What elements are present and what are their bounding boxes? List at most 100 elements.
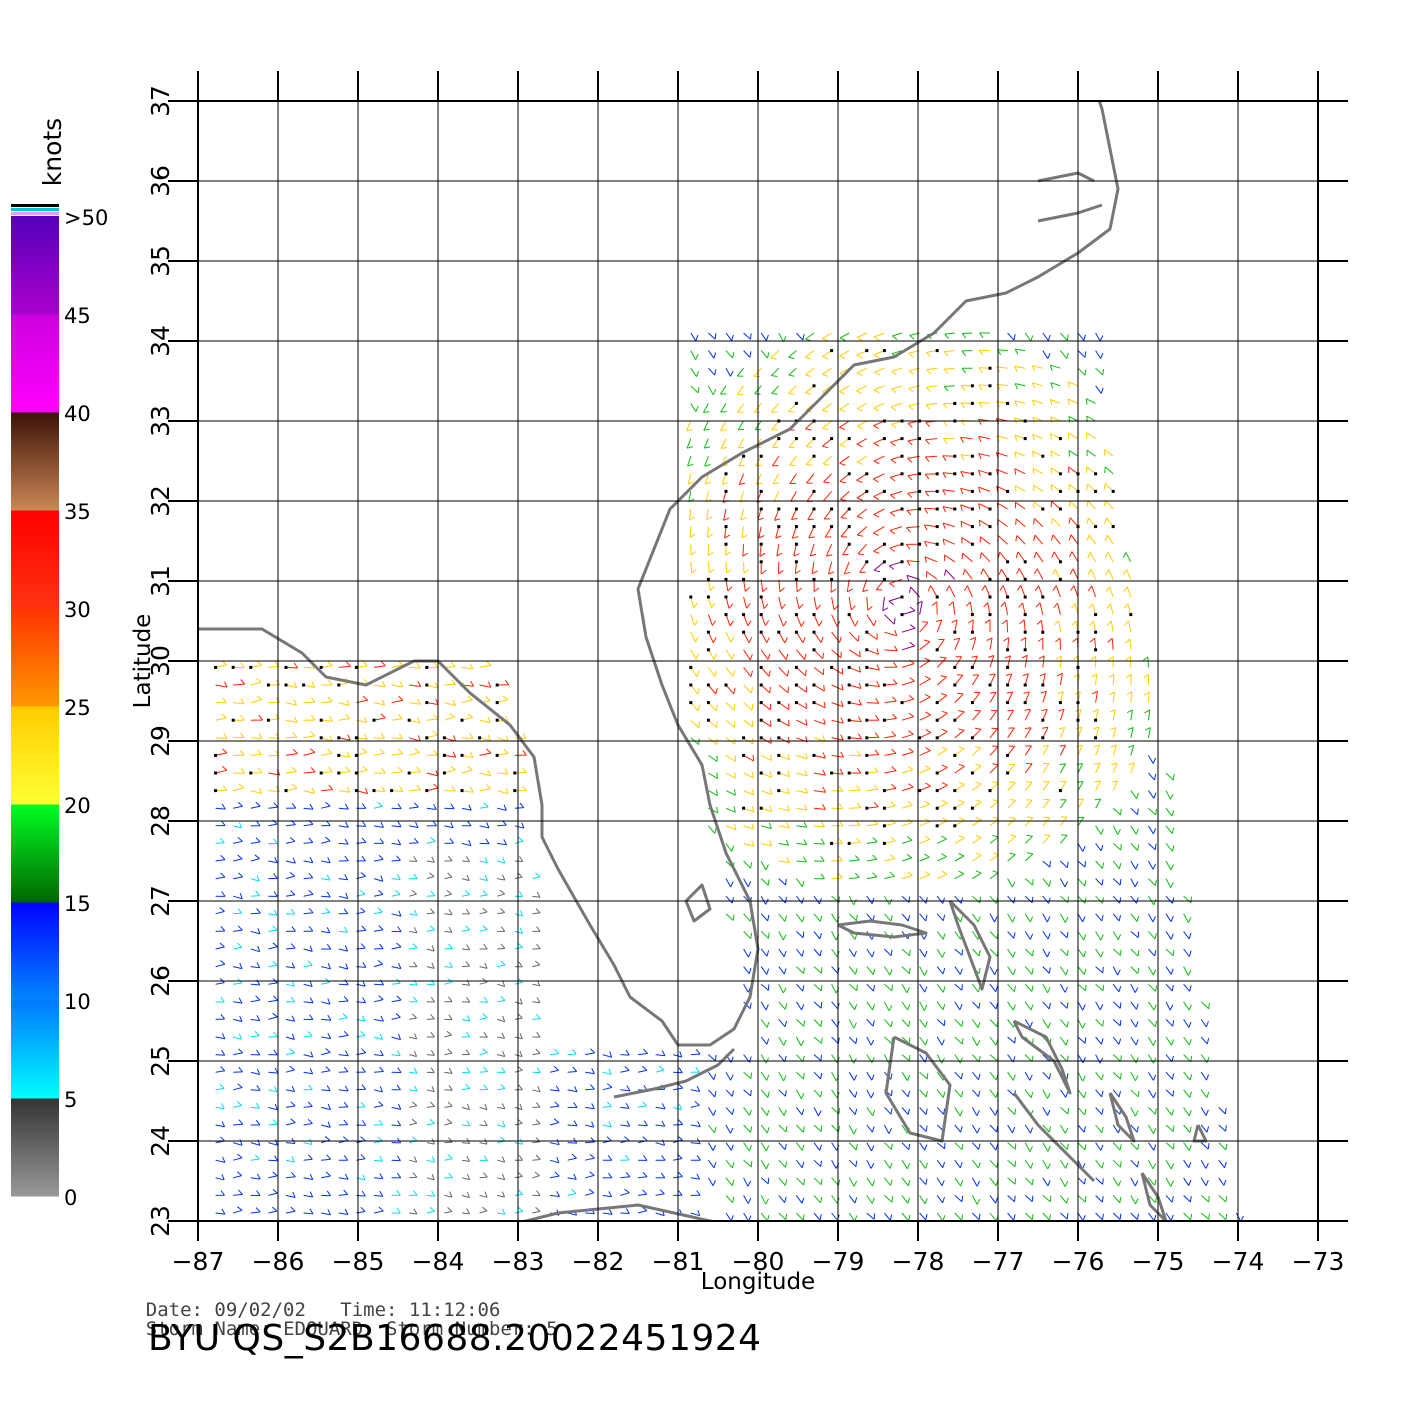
wind-barb-flag [840,356,846,359]
wind-barb [321,1090,330,1091]
wind-barb [1060,1002,1067,1009]
wind-barb [480,773,491,776]
wind-barb-flag [430,1102,434,1106]
wind-barb [761,615,765,626]
wind-barb-flag [1208,1143,1209,1149]
rain-flag-dot [918,736,921,739]
wind-barb-flag [501,961,506,965]
wind-barb [1078,1055,1083,1063]
wind-barb-flag [890,548,895,552]
wind-barb [832,1037,839,1044]
wind-barb-flag [855,1004,857,1010]
wind-barb-flag [750,1003,751,1009]
wind-barb-flag [238,1084,243,1088]
wind-barb [708,1107,713,1115]
wind-barb-flag [1172,1196,1173,1202]
wind-barb-flag [925,801,930,804]
wind-barb-flag [241,663,244,668]
rain-flag-dot [373,719,376,722]
wind-barb-flag [925,872,930,875]
wind-barb [937,750,947,756]
wind-barb [462,1088,470,1089]
wind-barb-flag [1035,569,1038,574]
wind-barb [1078,745,1082,755]
wind-barb [832,878,843,879]
wind-barb-flag [959,853,964,856]
wind-barb [585,1107,594,1108]
wind-barb-flag [962,368,966,373]
wind-barb [1096,984,1104,991]
wind-barb [1060,1195,1066,1203]
wind-barb [216,753,227,756]
wind-barb [339,755,350,757]
wind-barb [1092,586,1096,597]
wind-barb [955,1072,962,1079]
wind-barb [268,965,277,966]
wind-barb [1078,1037,1085,1043]
wind-barb-flag [979,1074,981,1080]
wind-barb [814,632,821,642]
wind-barb [832,1178,839,1186]
wind-barb [990,765,998,773]
wind-barb [796,843,806,844]
wind-barb [839,421,849,427]
wind-barb [1096,386,1102,394]
wind-barb [796,773,807,776]
wind-barb [961,488,973,491]
wind-barb-flag [275,1156,278,1161]
wind-barb [970,602,972,615]
wind-barb [832,1002,838,1009]
wind-barb [321,720,332,721]
rain-flag-dot [883,578,886,581]
wind-barb-flag [980,897,981,903]
wind-barb-flag [537,944,541,949]
wind-barb-flag [926,915,927,921]
wind-barb [1105,467,1113,474]
wind-barb-flag [449,1085,452,1090]
wind-barb [796,931,803,937]
wind-barb [444,1035,451,1037]
wind-barb [744,773,754,778]
wind-barb [1148,1143,1153,1151]
wind-barb-flag [785,916,787,922]
rain-flag-dot [1041,719,1044,722]
wind-barb-flag [961,1126,963,1132]
wind-barb-flag [1154,899,1156,905]
wind-barb-flag [789,720,790,726]
wind-barb [268,914,277,916]
rain-flag-dot [936,349,939,352]
lat-tick-label: 26 [146,965,175,997]
wind-barb [1131,1195,1136,1204]
wind-barb [979,454,990,457]
wind-barb-flag [822,822,825,827]
lat-tick-label: 29 [146,725,175,757]
wind-barb [761,1072,767,1080]
wind-barb-flag [803,932,804,938]
wind-barb-flag [925,457,929,462]
wind-barb-flag [926,1039,928,1045]
wind-barb [867,877,877,879]
wind-barb-flag [1119,1091,1120,1097]
wind-barb-flag [763,588,767,592]
wind-barb [462,667,473,669]
rain-flag-dot [760,543,763,546]
wind-barb [392,1055,401,1056]
wind-barb [1219,1107,1226,1114]
wind-barb [1131,914,1137,922]
wind-barb-flag [1124,570,1127,575]
wind-barb-flag [292,784,297,788]
wind-barb-flag [1054,603,1058,608]
wind-barb [515,808,524,809]
rain-flag-dot [795,684,798,687]
wind-barb-flag [241,680,245,685]
wind-barb-flag [1066,1163,1068,1169]
wind-barb-flag [1105,535,1107,541]
wind-barb-flag [398,661,402,665]
wind-barb [550,1106,559,1107]
wind-barb [743,544,744,556]
wind-barb-flag [1138,809,1139,815]
wind-barb [1060,764,1065,773]
wind-barb-flag [771,412,777,413]
wind-barb [515,1177,523,1178]
wind-barb-flag [1171,969,1173,975]
